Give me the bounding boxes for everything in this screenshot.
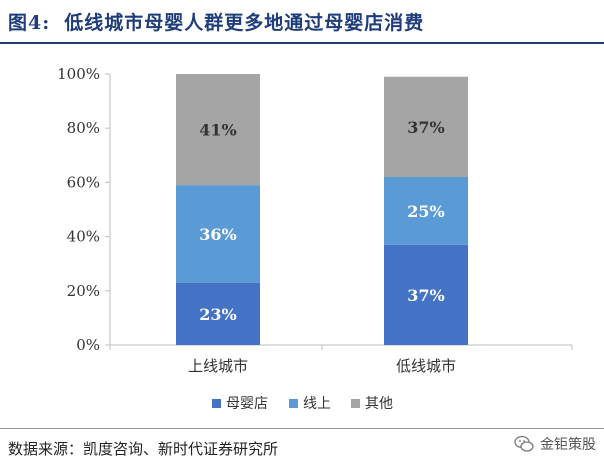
legend-label: 其他 [365, 396, 393, 412]
bar-segment [176, 282, 260, 345]
x-tick-label: 低线城市 [396, 357, 456, 375]
bar-segment [176, 185, 260, 283]
bar-segment [384, 176, 468, 245]
legend-label: 线上 [303, 396, 331, 412]
chart: 0% 20% 40% 60% 80% 100% 23% 36% 41% 上线城市 37% 25% 37%… [57, 65, 573, 412]
data-label: 37% [407, 118, 444, 137]
watermark: 金钜策股 [514, 434, 596, 454]
title-rule [0, 42, 604, 44]
y-tick-label: 60% [67, 173, 100, 191]
y-tick-label: 100% [57, 65, 100, 83]
source-note: 数据来源：凯度咨询、新时代证券研究所 [8, 440, 279, 458]
data-label: 23% [199, 305, 236, 324]
bar-segment [176, 74, 260, 186]
bar-segment [384, 244, 468, 345]
legend-swatch [351, 399, 360, 408]
data-label: 41% [199, 121, 236, 140]
data-label: 25% [407, 202, 444, 221]
figure-title-text: 低线城市母婴人群更多地通过母婴店消费 [64, 12, 425, 34]
bar-segment [384, 76, 468, 177]
legend-label: 母婴店 [226, 396, 268, 412]
legend-swatch [289, 399, 298, 408]
data-label: 37% [407, 286, 444, 305]
y-tick-label: 80% [67, 119, 100, 137]
watermark-text: 金钜策股 [540, 437, 596, 453]
figure-title: 图4: 低线城市母婴人群更多地通过母婴店消费 [8, 8, 424, 35]
y-tick-label: 20% [67, 282, 100, 300]
data-label: 36% [199, 225, 236, 244]
y-tick-label: 0% [76, 336, 100, 354]
y-tick-label: 40% [67, 228, 100, 246]
source-divider [0, 428, 604, 429]
legend-swatch [212, 399, 221, 408]
figure-number: 图4: [8, 12, 51, 34]
x-tick-label: 上线城市 [188, 357, 248, 375]
wechat-icon [514, 435, 534, 452]
